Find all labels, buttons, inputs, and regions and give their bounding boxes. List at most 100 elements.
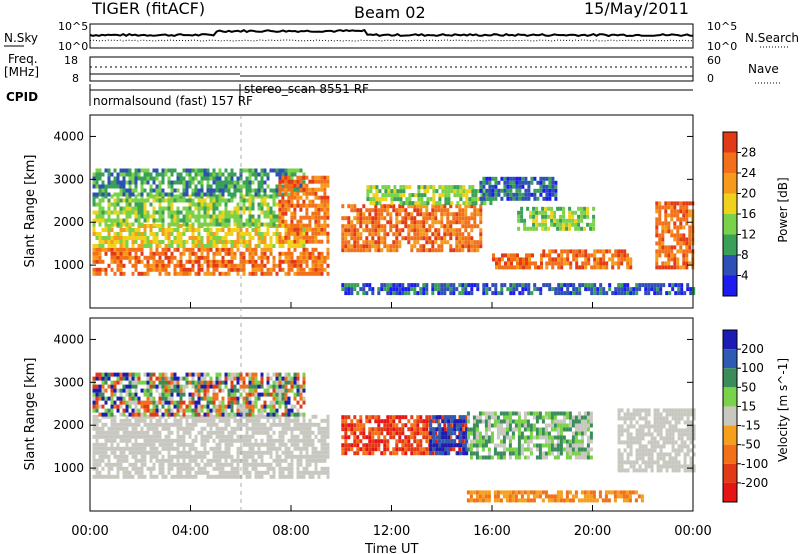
y-tick-label: 4000 [53, 129, 84, 143]
data-cell [248, 392, 252, 397]
data-cell [92, 192, 96, 197]
data-cell [408, 185, 412, 190]
data-cell [395, 447, 399, 452]
data-cell [290, 408, 294, 413]
nave-axis-bottom: 0 [707, 72, 714, 85]
data-cell [446, 287, 450, 292]
data-cell [227, 396, 231, 401]
data-cell [233, 376, 237, 381]
data-cell [242, 458, 246, 463]
data-cell [290, 227, 294, 232]
data-cell [137, 470, 141, 475]
data-cell [122, 412, 126, 417]
data-cell [119, 206, 123, 211]
data-cell [104, 438, 108, 443]
data-cell [532, 218, 536, 223]
data-cell [224, 251, 228, 256]
data-cell [140, 236, 144, 240]
data-cell [383, 224, 387, 229]
data-cell [326, 175, 330, 180]
data-cell [626, 253, 630, 258]
data-cell [275, 388, 279, 393]
data-cell [149, 228, 153, 232]
data-cell [227, 240, 231, 244]
data-cell [269, 404, 273, 409]
data-cell [104, 168, 108, 173]
data-cell [221, 450, 225, 455]
data-cell [227, 251, 231, 256]
data-cell [580, 206, 584, 211]
data-cell [623, 253, 627, 258]
data-cell [682, 265, 686, 270]
data-cell [449, 212, 453, 217]
data-cell [440, 283, 444, 288]
data-cell [290, 168, 294, 173]
data-cell [110, 247, 114, 252]
data-cell [227, 454, 231, 459]
data-cell [296, 426, 300, 431]
data-cell [182, 240, 186, 244]
data-cell [179, 438, 183, 443]
data-cell [116, 240, 120, 244]
data-cell [122, 198, 126, 203]
data-cell [239, 446, 243, 451]
data-cell [98, 372, 102, 377]
data-cell [284, 450, 288, 455]
data-cell [272, 430, 276, 435]
data-cell [221, 408, 225, 413]
data-cell [293, 392, 297, 397]
data-cell [540, 253, 543, 258]
data-cell [200, 222, 204, 227]
data-cell [559, 222, 563, 227]
data-cell [535, 218, 539, 223]
data-cell [188, 168, 192, 173]
data-cell [197, 259, 201, 264]
data-cell [383, 283, 387, 288]
data-cell [215, 396, 219, 401]
data-cell [413, 232, 417, 237]
data-cell [670, 257, 674, 262]
data-cell [119, 247, 123, 252]
data-cell [299, 187, 303, 192]
data-cell [149, 384, 153, 389]
data-cell [578, 283, 582, 288]
data-cell [137, 192, 141, 197]
data-cell [245, 232, 249, 236]
data-cell [191, 384, 195, 389]
data-cell [173, 194, 177, 199]
data-cell [125, 434, 129, 439]
data-cell [251, 214, 255, 219]
data-cell [95, 396, 99, 401]
data-cell [284, 422, 288, 427]
freq-unit-label: [MHz] [4, 65, 39, 79]
data-cell [572, 249, 576, 254]
data-cell [140, 442, 144, 447]
data-cell [191, 422, 195, 427]
data-cell [116, 236, 120, 240]
data-cell [134, 434, 138, 439]
data-cell [544, 206, 548, 211]
data-cell [413, 435, 417, 440]
data-cell [113, 384, 117, 389]
data-cell [161, 172, 165, 177]
data-cell [452, 228, 456, 233]
data-cell [128, 418, 132, 423]
data-cell [125, 372, 129, 377]
data-cell [134, 414, 138, 419]
data-cell [185, 422, 189, 427]
data-cell [317, 231, 321, 236]
data-cell [506, 176, 510, 181]
data-cell [341, 232, 345, 237]
data-cell [194, 470, 198, 475]
data-cell [149, 458, 153, 463]
data-cell [236, 446, 240, 451]
data-cell [212, 418, 216, 423]
data-cell [248, 271, 252, 276]
data-cell [170, 392, 174, 397]
data-cell [140, 400, 144, 405]
data-cell [206, 172, 210, 177]
data-cell [375, 189, 379, 194]
data-cell [269, 462, 273, 467]
data-cell [590, 265, 594, 270]
data-cell [182, 176, 186, 181]
